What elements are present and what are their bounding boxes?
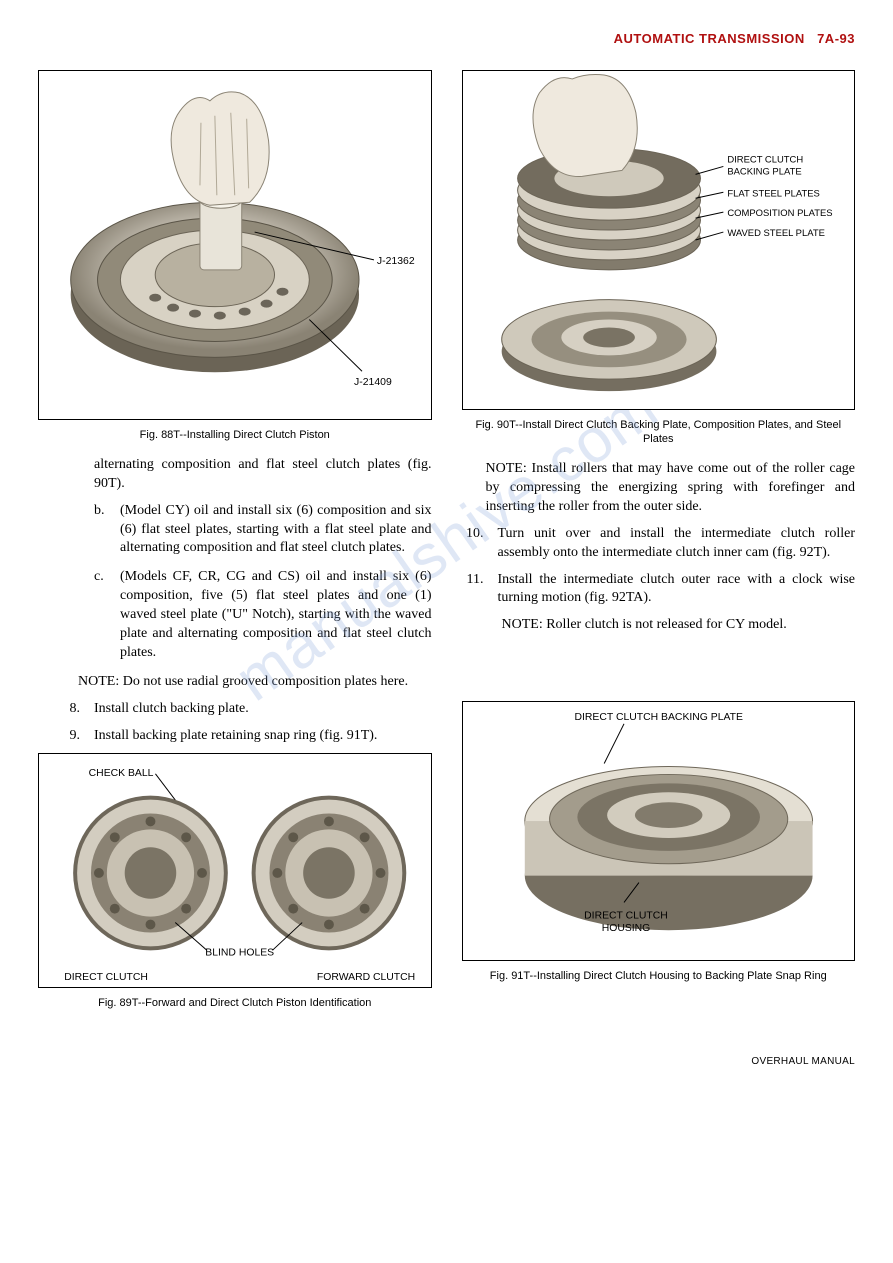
item-c-marker: c. xyxy=(94,568,110,662)
fig89-label-blind: BLIND HOLES xyxy=(205,948,274,959)
step-11-text: Install the intermediate clutch outer ra… xyxy=(498,571,856,609)
fig91-caption: Fig. 91T--Installing Direct Clutch Housi… xyxy=(462,969,856,983)
item-c: c. (Models CF, CR, CG and CS) oil and in… xyxy=(94,568,432,662)
right-body-text: NOTE: Install rollers that may have come… xyxy=(462,460,856,635)
item-b-marker: b. xyxy=(94,502,110,559)
step-11-marker: 11. xyxy=(462,571,484,609)
note-left: NOTE: Do not use radial grooved composit… xyxy=(78,673,432,692)
figure-89t: CHECK BALL xyxy=(38,753,432,988)
step-9-marker: 9. xyxy=(58,727,80,746)
note-right-bottom: NOTE: Roller clutch is not released for … xyxy=(502,616,856,635)
fig88-label-tool1: J-21362 xyxy=(377,255,415,266)
page-number: 7A-93 xyxy=(817,31,855,46)
fig89-label-check: CHECK BALL xyxy=(89,768,154,779)
fig90-caption: Fig. 90T--Install Direct Clutch Backing … xyxy=(462,418,856,447)
fig90-label-1b: BACKING PLATE xyxy=(727,166,801,177)
step-10-marker: 10. xyxy=(462,525,484,563)
item-b-text: (Model CY) oil and install six (6) compo… xyxy=(120,502,432,559)
right-column: DIRECT CLUTCH BACKING PLATE FLAT STEEL P… xyxy=(462,70,856,1025)
section-title: AUTOMATIC TRANSMISSION xyxy=(614,31,805,46)
continuation-text: alternating composition and flat steel c… xyxy=(94,456,432,494)
fig90-label-4: WAVED STEEL PLATE xyxy=(727,228,825,239)
fig88-label-tool2: J-21409 xyxy=(354,377,392,388)
fig90-label-3: COMPOSITION PLATES xyxy=(727,208,832,219)
left-body-text: alternating composition and flat steel c… xyxy=(38,456,432,746)
item-b: b. (Model CY) oil and install six (6) co… xyxy=(94,502,432,559)
item-c-text: (Models CF, CR, CG and CS) oil and insta… xyxy=(120,568,432,662)
step-10-text: Turn unit over and install the intermedi… xyxy=(498,525,856,563)
note-right-top: NOTE: Install rollers that may have come… xyxy=(486,460,856,517)
figure-90t: DIRECT CLUTCH BACKING PLATE FLAT STEEL P… xyxy=(462,70,856,410)
step-10: 10. Turn unit over and install the inter… xyxy=(462,525,856,563)
step-8-text: Install clutch backing plate. xyxy=(94,700,432,719)
fig91-label-top: DIRECT CLUTCH BACKING PLATE xyxy=(574,712,743,723)
figure-91t: DIRECT CLUTCH BACKING PLATE DIRECT CLUTC… xyxy=(462,701,856,961)
step-8-marker: 8. xyxy=(58,700,80,719)
figure-88t: J-21362 J-21409 xyxy=(38,70,432,420)
fig90-label-1a: DIRECT CLUTCH xyxy=(727,154,803,165)
fig88-caption: Fig. 88T--Installing Direct Clutch Pisto… xyxy=(38,428,432,442)
page-footer: OVERHAUL MANUAL xyxy=(38,1055,855,1069)
step-9-text: Install backing plate retaining snap rin… xyxy=(94,727,432,746)
fig89-caption: Fig. 89T--Forward and Direct Clutch Pist… xyxy=(38,996,432,1010)
fig89-label-direct: DIRECT CLUTCH xyxy=(64,972,148,983)
step-9: 9. Install backing plate retaining snap … xyxy=(58,727,432,746)
fig90-label-2: FLAT STEEL PLATES xyxy=(727,188,820,199)
step-8: 8. Install clutch backing plate. xyxy=(58,700,432,719)
step-11: 11. Install the intermediate clutch oute… xyxy=(462,571,856,609)
page-header: AUTOMATIC TRANSMISSION 7A-93 xyxy=(38,30,855,48)
left-column: J-21362 J-21409 Fig. 88T--Installing Dir… xyxy=(38,70,432,1025)
fig91-label-b1: DIRECT CLUTCH xyxy=(584,911,668,922)
fig91-label-b2: HOUSING xyxy=(601,923,650,934)
fig89-label-forward: FORWARD CLUTCH xyxy=(317,972,415,983)
